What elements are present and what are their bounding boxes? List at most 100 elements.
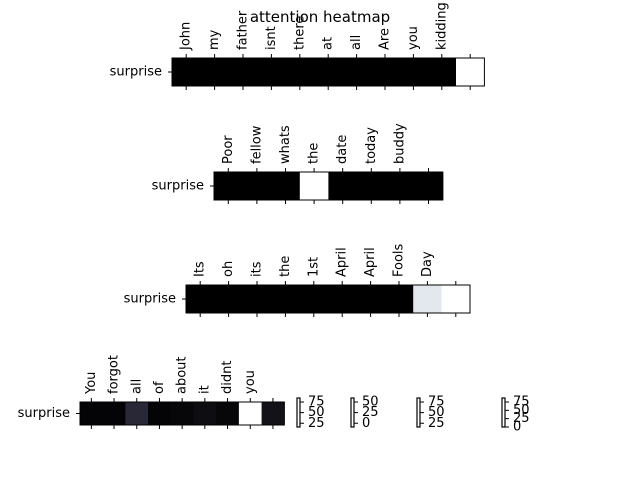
token-label: the xyxy=(278,256,293,277)
token-label: April xyxy=(335,247,350,277)
heatmap-cell xyxy=(102,402,126,425)
colorbar-tick-label: 50 xyxy=(308,405,325,420)
heatmap-cell xyxy=(148,402,172,425)
heatmap-cell xyxy=(356,285,386,313)
token-label: fellow xyxy=(249,125,264,164)
heatmap-cell xyxy=(271,285,300,313)
token-label: the xyxy=(307,143,322,164)
heatmap-cell xyxy=(441,285,471,313)
heatmap-cell xyxy=(299,285,329,313)
colorbar-tick-label: 25 xyxy=(428,416,445,431)
heatmap-cell xyxy=(170,402,194,425)
row-label: surprise xyxy=(110,65,162,80)
colorbar-frame xyxy=(350,397,355,428)
token-label: John xyxy=(179,22,194,51)
heatmap-cell xyxy=(257,58,286,86)
heatmap-cell xyxy=(314,58,343,86)
row-label: surprise xyxy=(152,179,204,194)
heatmap-panel: You forgot all of about it didnt you surprise xyxy=(18,355,285,429)
colorbar-frame xyxy=(416,397,421,428)
colorbar-tick-label: 25 xyxy=(513,411,530,426)
heatmap-cell xyxy=(342,58,372,86)
token-label: Poor xyxy=(221,135,236,164)
heatmap-cell xyxy=(328,285,357,313)
row-label: surprise xyxy=(18,406,70,421)
heatmap-panel: Its oh its the 1st April April Fools Day surprise xyxy=(124,243,471,317)
heatmap-cell xyxy=(399,58,428,86)
heatmap-cell xyxy=(384,285,414,313)
token-label: my xyxy=(207,29,222,50)
heatmap-cell xyxy=(385,172,415,200)
colorbar-frame xyxy=(296,397,301,428)
heatmap-panels: John my father isnt there at all Are you kiddings… xyxy=(18,2,485,429)
colorbar-tick-label: 50 xyxy=(428,405,445,420)
token-label: Are xyxy=(378,28,393,50)
token-label: 1st xyxy=(306,257,321,277)
token-label: buddy xyxy=(392,123,407,164)
heatmap-cell xyxy=(299,172,329,200)
heatmap-cell xyxy=(200,58,230,86)
heatmap-cell xyxy=(271,172,301,200)
heatmap-cell xyxy=(214,172,243,200)
token-label: Day xyxy=(420,251,435,277)
token-label: all xyxy=(349,35,364,50)
token-label: Its xyxy=(193,261,208,277)
token-label: Fools xyxy=(392,243,407,277)
token-label: of xyxy=(152,381,167,394)
token-label: there xyxy=(292,16,307,50)
heatmap-cell xyxy=(193,402,217,425)
colorbar-tick-label: 0 xyxy=(362,416,370,431)
token-label: its xyxy=(250,261,265,277)
chart-title: attention heatmap xyxy=(250,8,390,26)
colorbar-tick-label: 75 xyxy=(308,395,325,410)
heatmap-cell xyxy=(456,58,485,86)
heatmap-cell xyxy=(172,58,201,86)
colorbar-tick-label: 75 xyxy=(513,395,530,410)
heatmap-cell xyxy=(427,58,457,86)
heatmap-cell xyxy=(285,58,315,86)
colorbar-tick-label: 50 xyxy=(513,403,530,418)
token-label: isnt xyxy=(264,26,279,50)
token-label: date xyxy=(335,135,350,164)
token-label: all xyxy=(129,379,144,394)
heatmap-cell xyxy=(357,172,386,200)
token-label: kidding xyxy=(434,2,449,50)
colorbar-tick-label: 25 xyxy=(362,405,379,420)
heatmap-cell xyxy=(242,285,272,313)
heatmap-cell xyxy=(125,402,149,425)
token-label: father xyxy=(236,10,251,50)
token-label: you xyxy=(243,370,258,394)
token-label: You xyxy=(84,372,99,395)
token-label: whats xyxy=(278,125,293,164)
token-label: today xyxy=(364,127,379,164)
heatmap-cell xyxy=(186,285,215,313)
heatmap-panel: Poor fellow whats the date today buddy surprise xyxy=(152,123,444,204)
token-label: about xyxy=(175,356,190,394)
colorbar-tick-label: 75 xyxy=(428,395,445,410)
heatmap-cell xyxy=(242,172,272,200)
colorbar-tick-label: 0 xyxy=(513,420,521,435)
heatmap-cell xyxy=(238,402,262,425)
token-label: didnt xyxy=(220,361,235,394)
heatmap-cell xyxy=(261,402,285,425)
token-label: forgot xyxy=(107,355,122,394)
heatmap-cell xyxy=(214,285,244,313)
token-label: April xyxy=(363,247,378,277)
heatmap-cell xyxy=(370,58,400,86)
colorbar-tick-label: 25 xyxy=(308,416,325,431)
heatmap-cell xyxy=(328,172,358,200)
colorbar-frame xyxy=(501,397,506,428)
token-label: you xyxy=(406,26,421,50)
heatmap-panel: John my father isnt there at all Are you kidding s… xyxy=(110,2,485,90)
heatmap-cell xyxy=(413,285,442,313)
token-label: oh xyxy=(221,261,236,277)
heatmap-cell xyxy=(216,402,240,425)
row-label: surprise xyxy=(124,292,176,307)
token-label: it xyxy=(197,385,212,394)
